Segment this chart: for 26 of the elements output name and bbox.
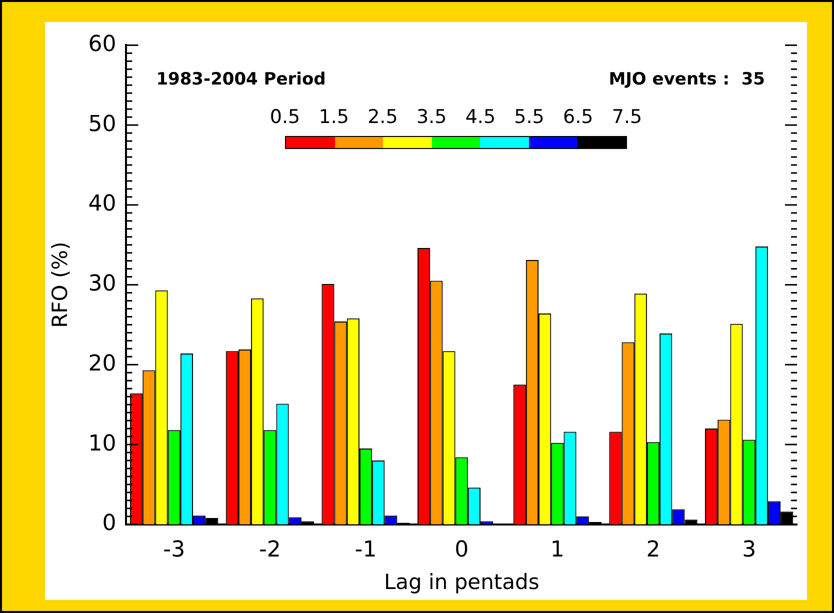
annotation: 4.5 [464, 106, 497, 128]
annotation: 7.5 [610, 106, 644, 128]
y-tick-label: 10 [88, 431, 116, 456]
annotation: 6.5 [562, 106, 594, 128]
y-tick-label: 0 [102, 511, 116, 536]
y-tick-label: 20 [88, 351, 116, 376]
x-axis-title: Lag in pentads [384, 570, 540, 594]
y-tick-label: 50 [88, 112, 116, 137]
annotation: 3.5 [415, 106, 448, 128]
annotation: 5.5 [513, 106, 546, 128]
annotation: MJO events : 35 [608, 70, 765, 90]
x-tick-label: 2 [646, 537, 660, 562]
y-tick-label: 40 [88, 192, 116, 217]
x-tick-label: 3 [742, 537, 756, 562]
y-axis-title: RFO (%) [48, 242, 72, 328]
y-tick-label: 30 [88, 272, 116, 297]
y-tick-label: 60 [88, 32, 116, 57]
x-tick-label: 1 [550, 537, 564, 562]
x-tick-label: -3 [163, 537, 186, 562]
x-tick-label: -1 [354, 537, 377, 562]
x-tick-label: -2 [258, 537, 281, 562]
annotation: 2.5 [366, 106, 399, 128]
annotation: 1.5 [318, 106, 350, 128]
x-tick-label: 0 [454, 537, 469, 562]
annotation: 0.5 [268, 106, 302, 128]
annotation: 1983-2004 Period [156, 70, 326, 90]
